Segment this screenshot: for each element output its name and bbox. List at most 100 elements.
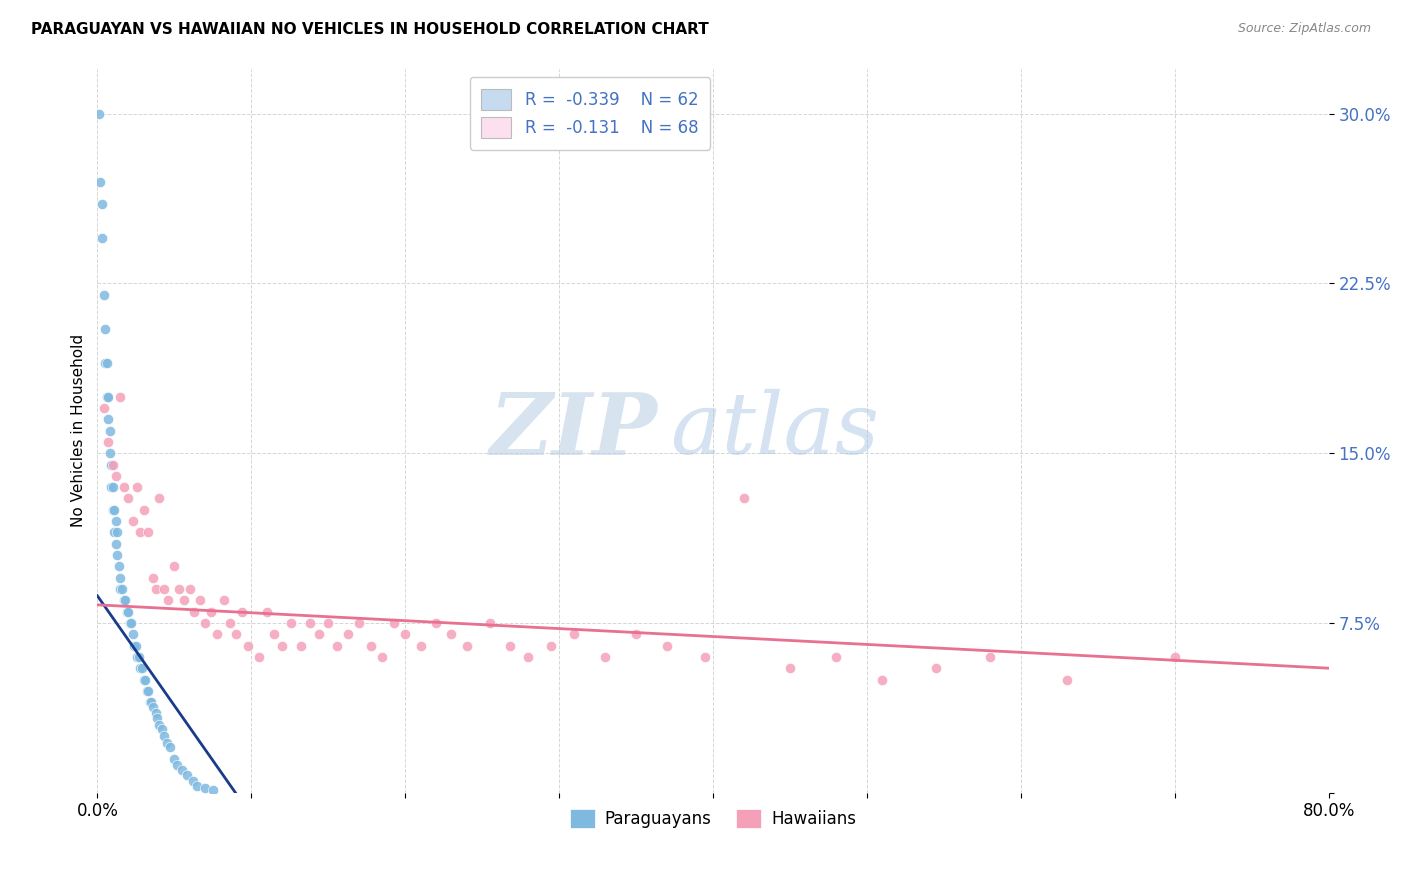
Point [142, 571, 165, 585]
Point [290, 639, 312, 653]
Point [256, 605, 278, 619]
Point [131, 661, 153, 675]
Y-axis label: No Vehicles in Household: No Vehicles in Household [72, 334, 86, 527]
Point [176, 767, 198, 781]
Point [163, 559, 186, 574]
Point [101, 503, 124, 517]
Point [132, 673, 155, 687]
Point [326, 639, 349, 653]
Point [156, 736, 179, 750]
Point [115, 605, 138, 619]
Point [655, 639, 678, 653]
Point [218, 615, 240, 630]
Point [120, 615, 142, 630]
Point [478, 615, 501, 630]
Point [337, 627, 360, 641]
Point [360, 639, 382, 653]
Point [87, 107, 110, 121]
Point [98, 446, 121, 460]
Point [103, 503, 125, 517]
Point [190, 593, 212, 607]
Point [127, 649, 149, 664]
Point [384, 615, 406, 630]
Point [825, 649, 848, 664]
Point [540, 639, 562, 653]
Point [316, 615, 339, 630]
Point [263, 627, 285, 641]
Point [308, 627, 330, 641]
Point [117, 491, 139, 506]
Point [127, 480, 149, 494]
Point [170, 763, 193, 777]
Point [104, 537, 127, 551]
Point [409, 639, 432, 653]
Point [100, 458, 122, 472]
Point [872, 673, 894, 687]
Point [440, 627, 463, 641]
Point [111, 582, 134, 596]
Point [141, 695, 163, 709]
Point [94, 322, 117, 336]
Point [110, 571, 132, 585]
Point [238, 639, 260, 653]
Point [167, 582, 190, 596]
Point [271, 639, 294, 653]
Point [152, 729, 174, 743]
Point [112, 593, 135, 607]
Point [94, 356, 117, 370]
Point [125, 639, 148, 653]
Point [105, 548, 128, 562]
Point [96, 390, 118, 404]
Point [142, 699, 165, 714]
Point [1056, 673, 1078, 687]
Point [145, 706, 167, 721]
Text: Source: ZipAtlas.com: Source: ZipAtlas.com [1237, 22, 1371, 36]
Point [110, 390, 132, 404]
Text: ZIP: ZIP [489, 389, 658, 473]
Point [98, 424, 121, 438]
Point [1164, 649, 1187, 664]
Point [100, 480, 122, 494]
Point [624, 627, 647, 641]
Point [779, 661, 801, 675]
Point [733, 491, 755, 506]
Point [108, 559, 131, 574]
Point [93, 401, 115, 415]
Point [201, 783, 224, 797]
Point [114, 593, 136, 607]
Point [925, 661, 948, 675]
Point [104, 514, 127, 528]
Point [979, 649, 1001, 664]
Point [135, 683, 157, 698]
Point [146, 711, 169, 725]
Point [124, 639, 146, 653]
Point [207, 627, 229, 641]
Legend: Paraguayans, Hawaiians: Paraguayans, Hawaiians [562, 803, 863, 835]
Point [163, 752, 186, 766]
Point [152, 582, 174, 596]
Point [564, 627, 586, 641]
Point [104, 468, 127, 483]
Point [136, 525, 159, 540]
Point [517, 649, 540, 664]
Point [166, 758, 188, 772]
Point [103, 525, 125, 540]
Point [121, 514, 143, 528]
Point [394, 627, 416, 641]
Point [112, 480, 135, 494]
Point [183, 605, 205, 619]
Point [121, 627, 143, 641]
Point [247, 649, 270, 664]
Point [194, 615, 217, 630]
Point [97, 412, 120, 426]
Point [129, 661, 152, 675]
Point [145, 582, 167, 596]
Point [89, 175, 111, 189]
Point [347, 615, 370, 630]
Point [101, 480, 124, 494]
Point [179, 582, 201, 596]
Point [695, 649, 717, 664]
Point [593, 649, 616, 664]
Point [105, 525, 128, 540]
Point [91, 231, 114, 245]
